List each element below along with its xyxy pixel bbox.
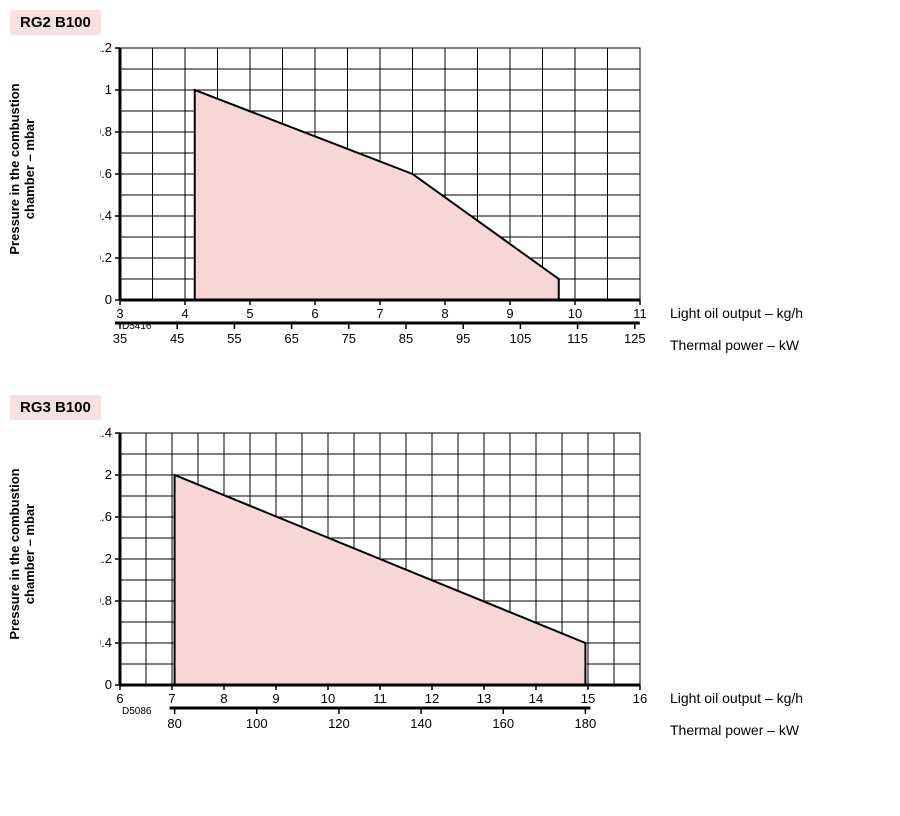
x2-tick: 80 bbox=[167, 716, 181, 731]
y-tick: 1 bbox=[105, 82, 112, 97]
x-tick: 16 bbox=[633, 691, 647, 706]
x2-tick: 180 bbox=[575, 716, 597, 731]
x2-axis-label: Thermal power – kW bbox=[670, 722, 799, 738]
y-tick: 1.6 bbox=[100, 509, 112, 524]
firing-curve-chart: 3456789101100.20.40.60.811.2354555657585… bbox=[100, 43, 660, 355]
y-tick: 0 bbox=[105, 292, 112, 307]
y-axis-label: Pressure in the combustion chamber – mba… bbox=[7, 29, 37, 309]
x-tick: 9 bbox=[506, 306, 513, 321]
x-tick: 11 bbox=[633, 306, 647, 321]
x1-axis-label: Light oil output – kg/h bbox=[670, 305, 803, 321]
y-tick: 2.4 bbox=[100, 428, 112, 440]
x2-tick: 115 bbox=[567, 331, 588, 346]
x2-tick: 120 bbox=[328, 716, 350, 731]
x2-tick: 95 bbox=[456, 331, 470, 346]
x2-tick: 140 bbox=[410, 716, 432, 731]
x-tick: 11 bbox=[373, 691, 387, 706]
figure-reference-code: D5086 bbox=[122, 706, 151, 717]
x-tick: 15 bbox=[581, 691, 595, 706]
x2-tick: 100 bbox=[246, 716, 268, 731]
y-tick: 0 bbox=[105, 677, 112, 692]
x-tick: 8 bbox=[441, 306, 448, 321]
y-tick: 2 bbox=[105, 467, 112, 482]
y-tick: 0.8 bbox=[100, 124, 112, 139]
x2-tick: 75 bbox=[342, 331, 356, 346]
x2-tick: 65 bbox=[284, 331, 298, 346]
x-tick: 8 bbox=[220, 691, 227, 706]
x-tick: 6 bbox=[311, 306, 318, 321]
x2-tick: 55 bbox=[227, 331, 241, 346]
y-tick: 0.2 bbox=[100, 250, 112, 265]
x2-tick: 35 bbox=[113, 331, 127, 346]
x-tick: 4 bbox=[181, 306, 188, 321]
x-tick: 10 bbox=[568, 306, 582, 321]
x-tick: 6 bbox=[116, 691, 123, 706]
x1-axis-label: Light oil output – kg/h bbox=[670, 690, 803, 706]
x-tick: 9 bbox=[272, 691, 279, 706]
y-axis-label: Pressure in the combustion chamber – mba… bbox=[7, 414, 37, 694]
firing-curve-chart: 67891011121314151600.40.81.21.622.480100… bbox=[100, 428, 660, 740]
x-tick: 7 bbox=[168, 691, 175, 706]
x2-tick: 105 bbox=[510, 331, 532, 346]
x2-tick: 160 bbox=[492, 716, 514, 731]
x-tick: 7 bbox=[376, 306, 383, 321]
x-tick: 13 bbox=[477, 691, 491, 706]
x-tick: 3 bbox=[116, 306, 123, 321]
y-tick: 0.4 bbox=[100, 208, 112, 223]
x-tick: 5 bbox=[246, 306, 253, 321]
x-tick: 14 bbox=[529, 691, 543, 706]
x-tick: 12 bbox=[425, 691, 439, 706]
y-tick: 1.2 bbox=[100, 43, 112, 55]
x2-axis-label: Thermal power – kW bbox=[670, 337, 799, 353]
x2-tick: 85 bbox=[399, 331, 413, 346]
figure-reference-code: D5416 bbox=[122, 321, 151, 332]
y-tick: 0.6 bbox=[100, 166, 112, 181]
x2-tick: 45 bbox=[170, 331, 184, 346]
x2-tick: 125 bbox=[624, 331, 646, 346]
x-tick: 10 bbox=[321, 691, 335, 706]
y-tick: 0.4 bbox=[100, 635, 112, 650]
y-tick: 0.8 bbox=[100, 593, 112, 608]
y-tick: 1.2 bbox=[100, 551, 112, 566]
